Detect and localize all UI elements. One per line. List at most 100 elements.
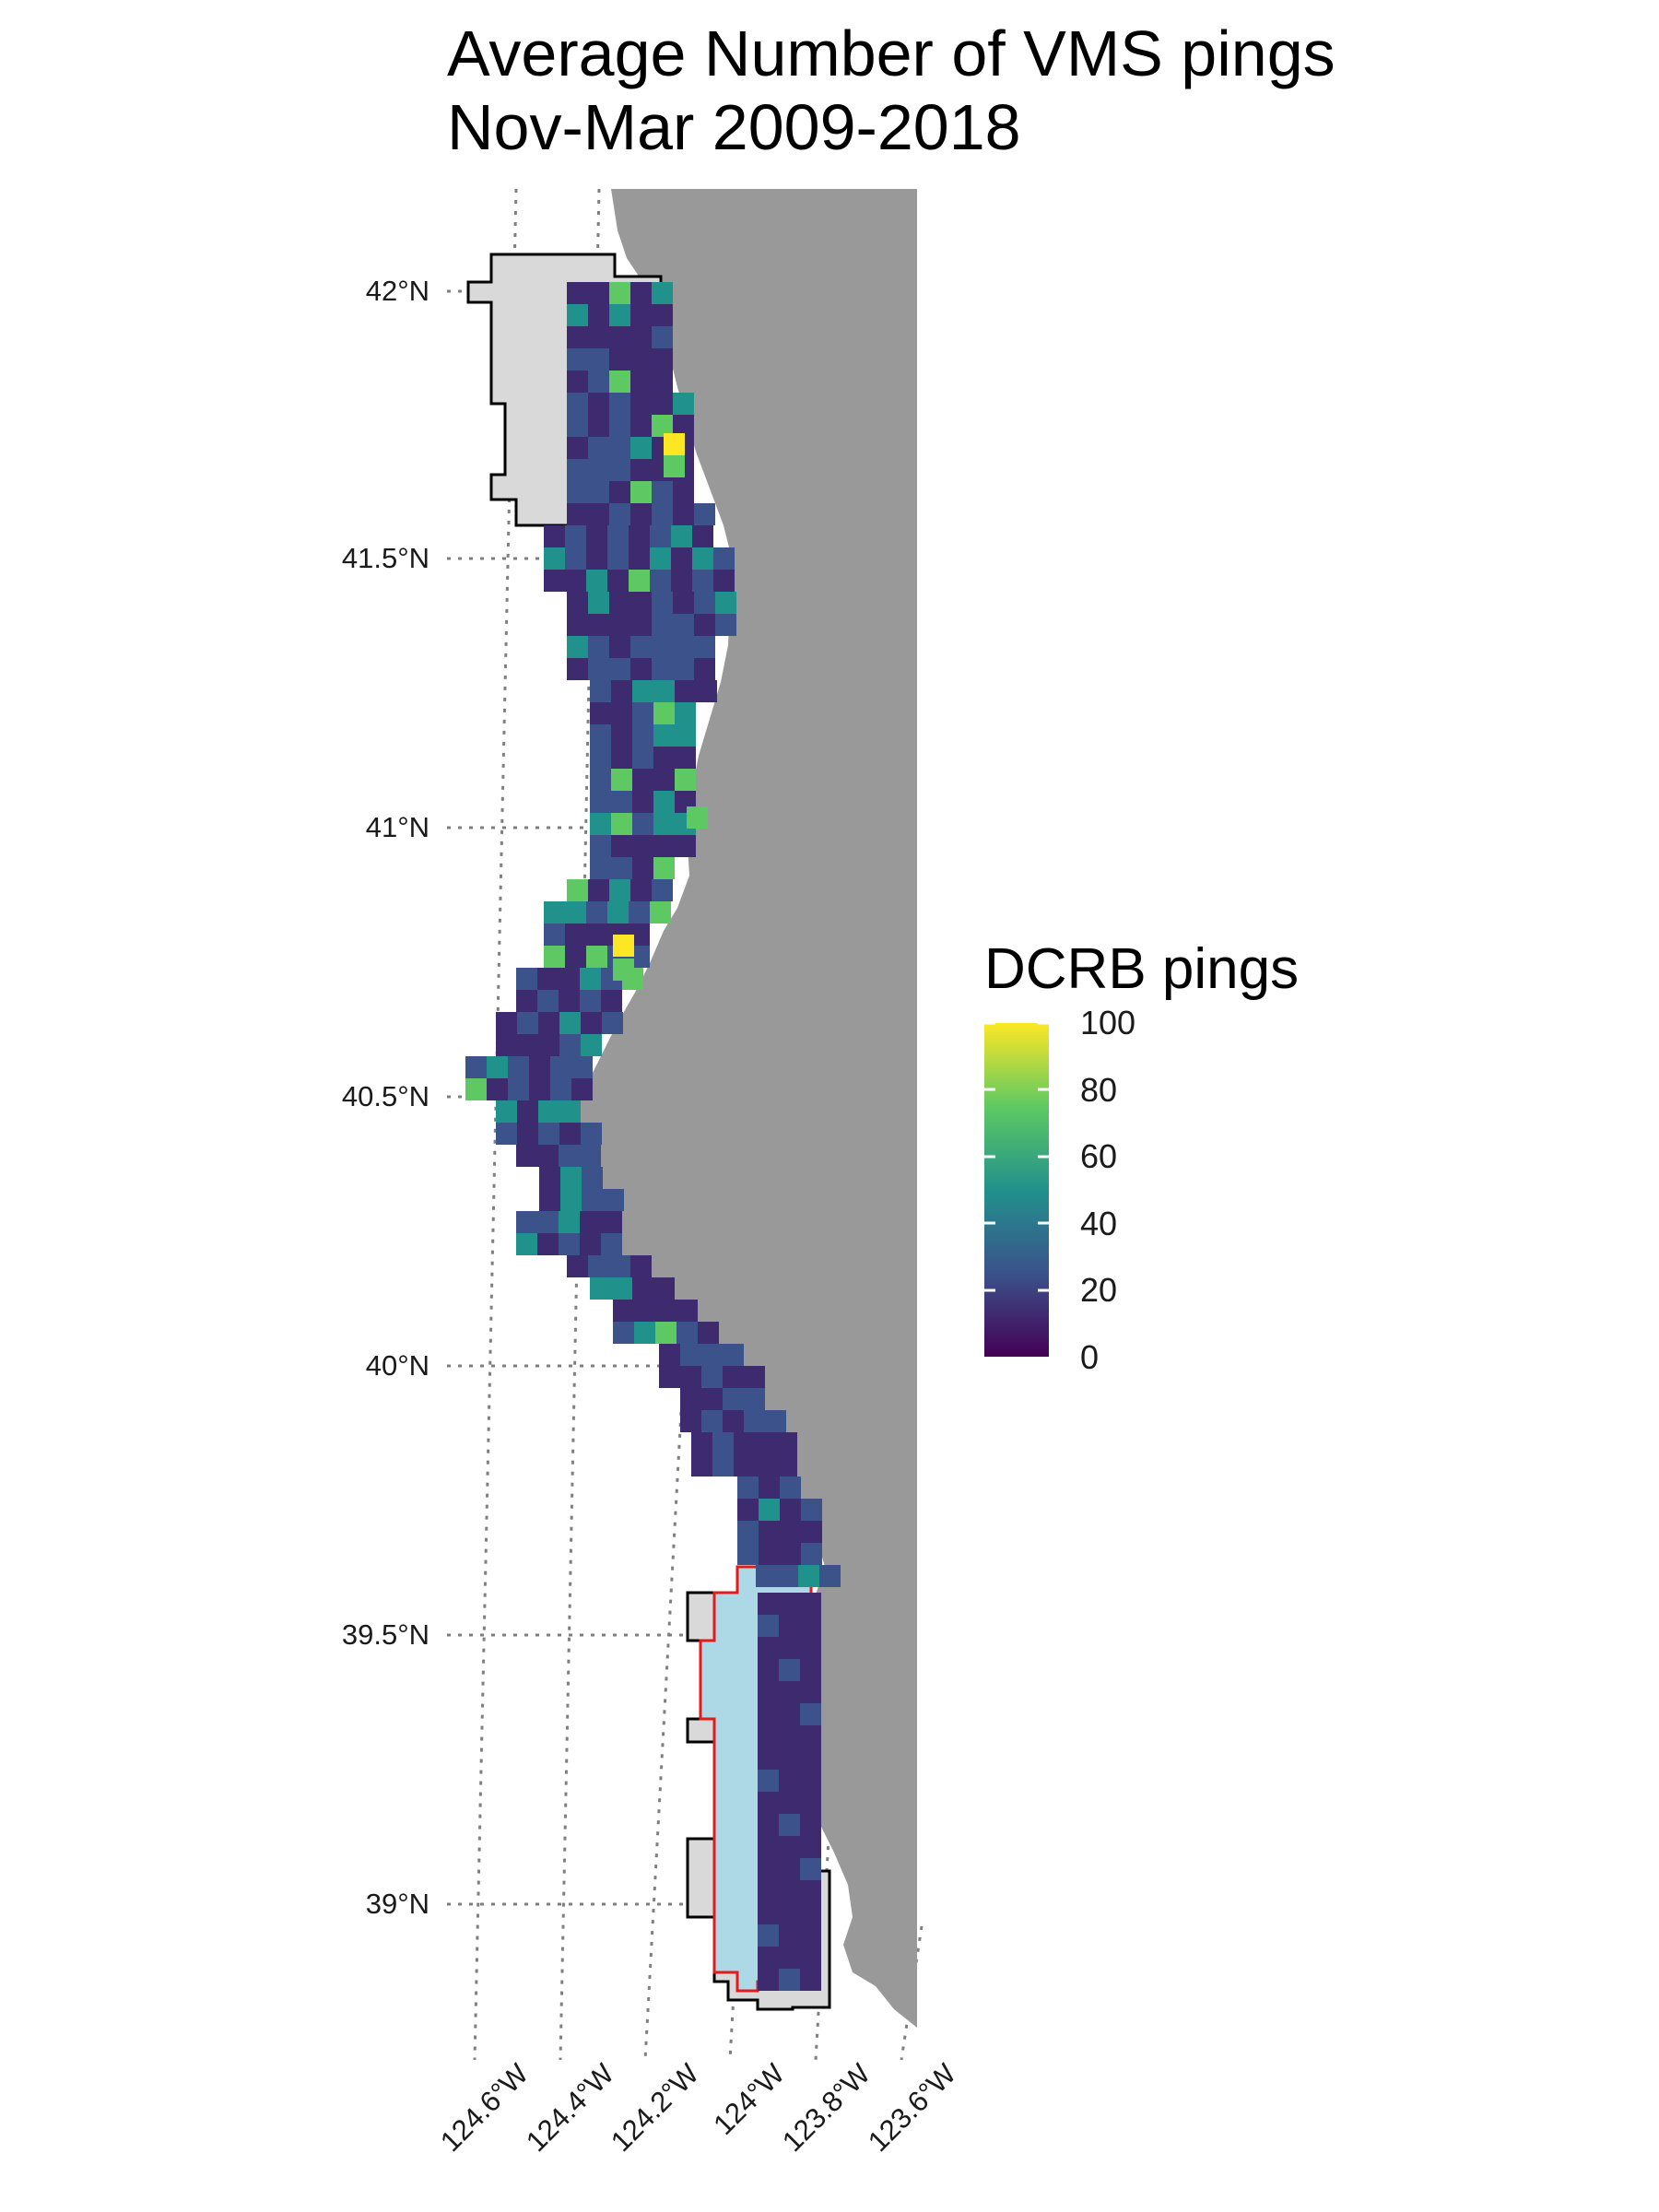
- ping-cell: [571, 1056, 593, 1078]
- ping-cell: [630, 282, 652, 304]
- ping-cell: [582, 1167, 603, 1189]
- ping-cell: [567, 437, 588, 459]
- ping-cell: [758, 1836, 779, 1858]
- ping-cell: [487, 1078, 508, 1100]
- ping-cell: [673, 614, 694, 636]
- ping-cell: [650, 525, 671, 547]
- ping-cell: [737, 1543, 759, 1565]
- ping-cell-hotspot: [613, 935, 634, 957]
- ping-cell: [630, 348, 652, 371]
- ping-cell: [588, 393, 609, 415]
- ping-cell: [544, 946, 565, 968]
- ping-cell: [517, 1123, 538, 1145]
- ping-cell: [590, 857, 611, 879]
- ping-cell: [567, 879, 588, 901]
- ping-cell: [652, 282, 673, 304]
- ping-cell: [560, 1167, 582, 1189]
- ping-cell: [630, 437, 652, 459]
- ping-cell: [611, 835, 632, 857]
- ping-cell: [701, 1366, 723, 1388]
- ping-cell: [652, 503, 673, 525]
- ping-cell: [801, 1521, 822, 1543]
- ping-cell: [496, 1012, 517, 1034]
- ping-cell: [611, 769, 632, 791]
- ping-cell: [609, 348, 630, 371]
- ping-cell: [744, 1410, 765, 1432]
- ping-cell: [607, 525, 629, 547]
- ping-cell: [590, 724, 611, 747]
- ping-cell: [759, 1543, 780, 1565]
- ping-cell: [609, 503, 630, 525]
- legend-title: DCRB pings: [984, 937, 1299, 1001]
- ping-cell: [758, 1924, 779, 1947]
- ping-cell: [613, 1300, 634, 1322]
- ping-cell: [588, 371, 609, 393]
- ping-cell: [588, 1255, 609, 1277]
- ping-cell: [567, 326, 588, 348]
- ping-cell: [701, 1388, 723, 1410]
- ping-cell: [538, 1034, 559, 1056]
- ping-cell: [734, 1432, 755, 1454]
- ping-cell: [671, 547, 692, 570]
- ping-cell: [655, 1322, 677, 1344]
- ping-cell: [680, 1410, 701, 1432]
- ping-cell: [629, 570, 650, 592]
- ping-cell: [588, 636, 609, 658]
- ping-cell: [517, 1100, 538, 1123]
- ping-cell: [630, 371, 652, 393]
- ping-cell: [779, 1814, 800, 1836]
- ping-cell: [779, 1902, 800, 1924]
- ping-cell: [609, 437, 630, 459]
- ping-cell: [801, 1543, 822, 1565]
- ping-cell: [508, 1078, 529, 1100]
- ping-cell: [565, 946, 586, 968]
- ping-cell: [632, 813, 653, 835]
- ping-cell: [758, 1770, 779, 1792]
- ping-cell: [632, 702, 653, 724]
- ping-cell: [653, 835, 675, 857]
- ping-cell: [652, 371, 673, 393]
- ping-cell: [539, 1167, 560, 1189]
- ping-cell: [537, 1233, 559, 1255]
- ping-cell: [613, 1322, 634, 1344]
- ping-cell: [765, 1410, 786, 1432]
- ping-cell: [581, 1123, 602, 1145]
- ping-cell: [655, 1300, 677, 1322]
- ping-cell: [758, 1792, 779, 1814]
- ping-cell: [611, 857, 632, 879]
- ping-cell: [559, 1233, 580, 1255]
- ping-cell: [675, 835, 696, 857]
- ping-cell: [559, 1123, 581, 1145]
- ping-cell: [779, 1615, 800, 1637]
- ping-cell: [609, 1255, 630, 1277]
- ping-cell: [571, 1078, 593, 1100]
- ping-cell: [544, 570, 565, 592]
- ping-cell: [759, 1477, 780, 1499]
- ping-cell: [559, 1012, 581, 1034]
- ping-cell: [800, 1637, 821, 1659]
- ping-cell: [629, 901, 650, 924]
- ping-cell: [779, 1947, 800, 1969]
- lat-label-41-5: 41.5°N: [342, 542, 429, 574]
- ping-cell: [758, 1814, 779, 1836]
- ping-cell: [632, 680, 653, 702]
- ping-cell: [465, 1056, 487, 1078]
- ping-cell: [567, 459, 588, 481]
- ping-cell: [744, 1388, 765, 1410]
- ping-cell: [712, 1454, 734, 1477]
- ping-cell: [673, 481, 694, 503]
- ping-cell: [560, 1189, 582, 1211]
- ping-cell: [673, 503, 694, 525]
- legend-tick-40: 40: [1080, 1205, 1117, 1242]
- ping-cell: [801, 1499, 822, 1521]
- lat-label-39-5: 39.5°N: [342, 1618, 429, 1651]
- ping-cell: [713, 570, 735, 592]
- ping-cell: [632, 769, 653, 791]
- ping-cell: [800, 1615, 821, 1637]
- ping-cell: [779, 1969, 800, 1991]
- ping-cell: [516, 1145, 537, 1167]
- legend-tick-0: 0: [1080, 1338, 1099, 1376]
- ping-cell: [611, 724, 632, 747]
- ping-cell: [800, 1969, 821, 1991]
- ping-cell: [673, 415, 694, 437]
